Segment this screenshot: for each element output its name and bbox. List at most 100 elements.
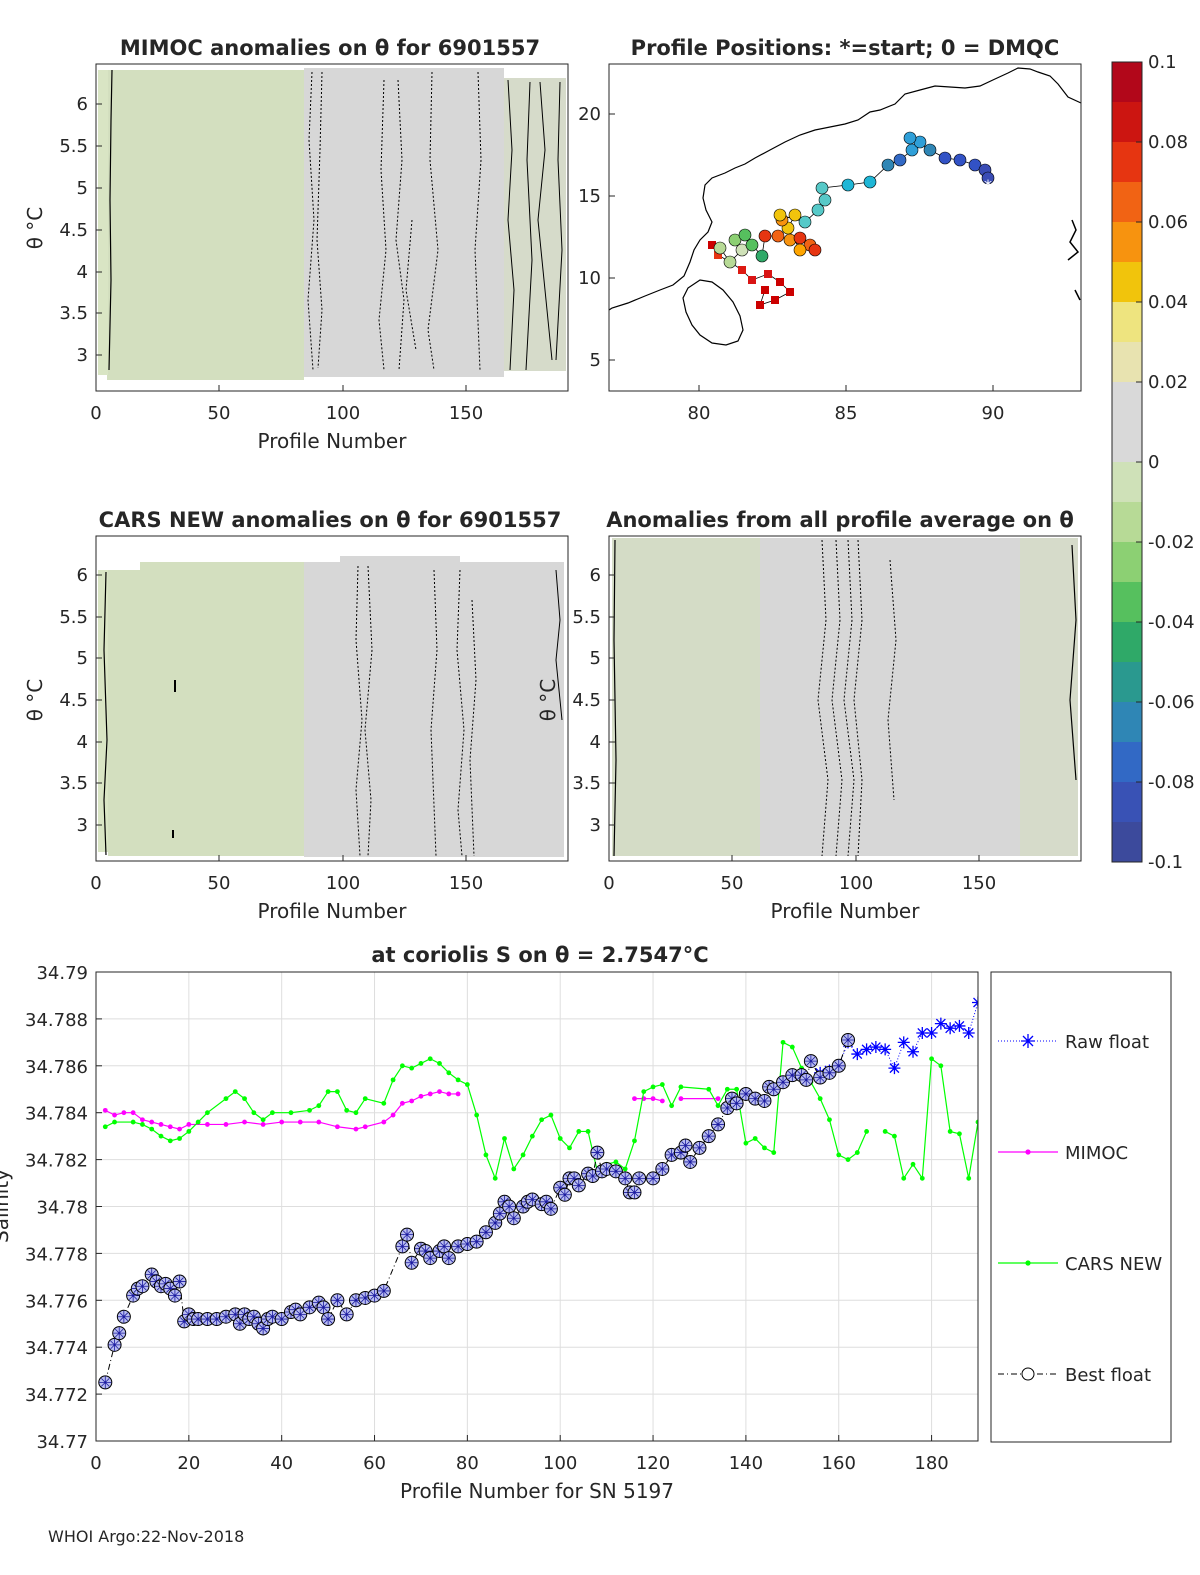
data-point-cross xyxy=(721,1102,734,1115)
data-point-cross xyxy=(493,1207,506,1220)
data-point-cross xyxy=(127,1289,140,1302)
legend-item-raw-float: Raw float xyxy=(998,1032,1149,1053)
data-point xyxy=(390,1077,396,1083)
data-point xyxy=(260,1117,266,1123)
profile-position-marker xyxy=(938,151,952,165)
start-marker: * xyxy=(984,176,992,195)
panel-cars-anomalies: CARS NEW anomalies on θ for 6901557 θ °C… xyxy=(23,508,569,923)
data-point xyxy=(195,1119,201,1125)
data-point-cross xyxy=(229,1308,242,1321)
data-point-cross xyxy=(233,1317,246,1330)
data-point-cross xyxy=(544,1202,557,1215)
colorbar: 0.1 0.08 0.06 0.04 0.02 0 -0.02 -0.04 -0.06 -0.08… xyxy=(1111,52,1195,873)
data-point-cross xyxy=(526,1193,539,1206)
data-point xyxy=(585,1129,591,1134)
colorbar-band xyxy=(1112,782,1142,823)
data-point xyxy=(186,1122,192,1127)
y-tick-label: 34.79 xyxy=(36,963,88,984)
data-point xyxy=(121,1110,127,1116)
data-point xyxy=(925,1026,938,1039)
data-point-cross xyxy=(396,1240,409,1253)
data-point xyxy=(613,1159,619,1165)
data-point-cross xyxy=(317,1301,330,1314)
profile-position-marker xyxy=(923,143,937,157)
y-tick-label: 3.5 xyxy=(572,773,601,794)
legend-item-mimoc: MIMOC xyxy=(998,1143,1128,1164)
data-point xyxy=(316,1119,322,1125)
data-point-cross xyxy=(586,1170,599,1183)
data-point-cross xyxy=(749,1092,762,1105)
data-point-cross xyxy=(322,1313,335,1326)
x-tick-label: 0 xyxy=(90,403,101,424)
series-cars-new xyxy=(102,1039,978,1181)
data-point xyxy=(882,1129,888,1134)
data-point xyxy=(427,1056,433,1062)
data-point xyxy=(897,1036,910,1049)
x-tick-label: 0 xyxy=(90,1453,101,1474)
data-point xyxy=(947,1129,953,1134)
data-point xyxy=(860,1043,873,1056)
panel4-xlabel: Profile Number xyxy=(771,899,921,923)
panel-all-profile-anomalies: Anomalies from all profile average on θ … xyxy=(536,508,1082,923)
profile-position-marker xyxy=(863,175,877,189)
data-point xyxy=(953,1019,966,1032)
data-point xyxy=(762,1145,767,1151)
legend-label: Best float xyxy=(1065,1365,1151,1386)
colorbar-band xyxy=(1112,382,1142,423)
data-point-cross xyxy=(178,1315,191,1328)
x-tick-label: 90 xyxy=(982,403,1005,424)
data-point xyxy=(307,1107,312,1113)
data-point xyxy=(539,1117,545,1123)
y-tick-label: 10 xyxy=(578,268,601,289)
data-point-cross xyxy=(377,1284,390,1297)
legend-item-cars-new: CARS NEW xyxy=(998,1254,1162,1275)
data-point-cross xyxy=(192,1313,205,1326)
y-tick-label: 5 xyxy=(590,350,601,371)
x-tick-label: 50 xyxy=(208,403,231,424)
data-point-cross xyxy=(712,1118,725,1131)
data-point xyxy=(381,1100,387,1106)
data-point-cross xyxy=(164,1282,177,1295)
data-point xyxy=(632,1138,637,1144)
colorbar-band xyxy=(1112,302,1142,343)
data-point-cross xyxy=(145,1268,158,1281)
colorbar-band xyxy=(1112,422,1142,463)
data-point xyxy=(1009,992,1021,1004)
data-point xyxy=(650,1084,656,1090)
profile-position-marker xyxy=(764,270,772,278)
x-tick-label: 20 xyxy=(177,1453,200,1474)
profile-position-marker xyxy=(808,243,822,257)
data-point xyxy=(455,1091,461,1097)
data-point-cross xyxy=(758,1094,771,1107)
y-tick-label: 3 xyxy=(590,815,601,836)
x-tick-label: 100 xyxy=(839,873,873,894)
salinity-title: at coriolis S on θ = 2.7547°C xyxy=(371,943,708,967)
profile-position-marker xyxy=(793,231,807,245)
colorbar-tick-label: -0.02 xyxy=(1148,532,1195,553)
data-point xyxy=(724,1086,730,1092)
profile-position-marker xyxy=(815,181,829,195)
y-tick-label: 3.5 xyxy=(59,773,88,794)
data-point-cross xyxy=(777,1076,790,1089)
data-point-cross xyxy=(665,1148,678,1161)
colorbar-tick-label: 0.1 xyxy=(1148,52,1177,73)
data-point-cross xyxy=(108,1338,121,1351)
profile-position-marker xyxy=(881,158,895,172)
data-point xyxy=(205,1122,210,1127)
profile-position-marker xyxy=(771,296,779,304)
panel1-title: MIMOC anomalies on θ for 6901557 xyxy=(120,36,540,60)
data-point-cross xyxy=(767,1083,780,1096)
data-point xyxy=(715,1096,721,1102)
data-point xyxy=(864,1129,869,1134)
legend-box xyxy=(990,971,1172,1443)
data-point xyxy=(529,1133,535,1139)
data-point xyxy=(446,1091,452,1097)
data-point xyxy=(659,1082,665,1087)
y-tick-label: 4 xyxy=(590,732,601,753)
x-tick-label: 100 xyxy=(326,873,360,894)
profile-position-marker xyxy=(776,278,784,286)
data-point xyxy=(149,1126,155,1132)
data-point-cross xyxy=(702,1130,715,1143)
y-tick-label: 5 xyxy=(590,648,601,669)
